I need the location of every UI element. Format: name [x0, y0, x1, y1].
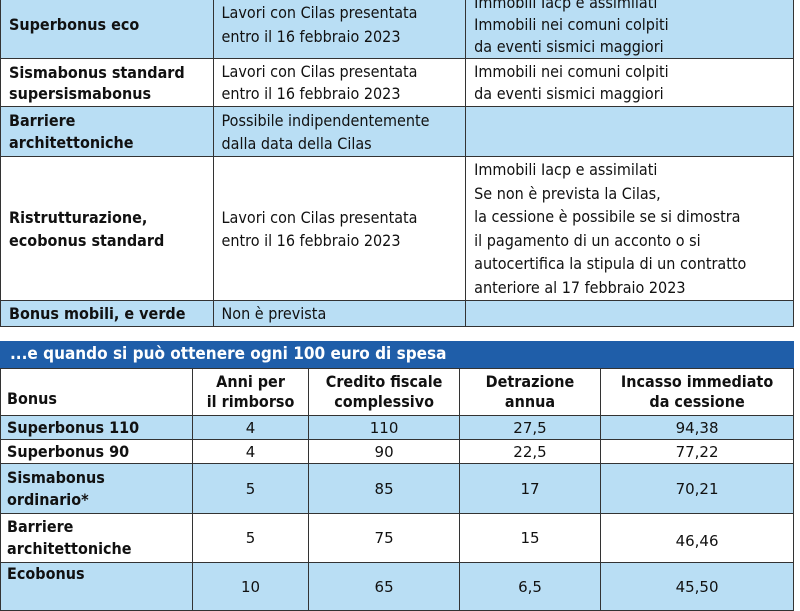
- notes-cell: [465, 300, 794, 327]
- table-row: Barriere architettoniche Possibile indip…: [0, 106, 794, 157]
- header-incasso: Incasso immediato da cessione: [600, 368, 794, 416]
- condition-cell: Possibile indipendentemente dalla data d…: [212, 106, 467, 157]
- header-bonus: Bonus: [0, 368, 193, 416]
- notes-cell: Immobili Iacp e assimilati Se non è prev…: [465, 156, 794, 301]
- bonus-name-cell: Ecobonus: [0, 562, 193, 611]
- bonus-name-cell: Sismabonus standard supersismabonus: [0, 58, 214, 107]
- incasso-cell: 46,46: [600, 513, 794, 563]
- section-title: ...e quando si può ottenere ogni 100 eur…: [0, 341, 794, 368]
- bonus-values-table: Bonus Anni per il rimborso Credito fisca…: [0, 368, 794, 611]
- credito-cell: 65: [308, 562, 460, 611]
- anni-cell: 10: [191, 562, 310, 611]
- cessione-conditions-table: Superbonus eco Lavori con Cilas presenta…: [0, 0, 794, 327]
- table-row: Sismabonus ordinario* 5 85 17 70,21: [0, 463, 794, 514]
- table-row: Barriere architettoniche 5 75 15 46,46: [0, 513, 794, 563]
- condition-cell: Lavori con Cilas presentata entro il 16 …: [212, 0, 467, 59]
- bonus-name-cell: Ristrutturazione, ecobonus standard: [0, 156, 214, 301]
- bonus-name-cell: Superbonus 110: [0, 415, 193, 440]
- header-row: Bonus Anni per il rimborso Credito fisca…: [0, 368, 794, 416]
- incasso-cell: 70,21: [600, 463, 794, 514]
- anni-cell: 4: [191, 439, 310, 464]
- detrazione-cell: 17: [458, 463, 602, 514]
- condition-cell: Lavori con Cilas presentata entro il 16 …: [212, 156, 467, 301]
- table-row: Bonus mobili, e verde Non è prevista: [0, 300, 794, 327]
- anni-cell: 5: [191, 463, 310, 514]
- credito-cell: 110: [308, 415, 460, 440]
- anni-cell: 5: [191, 513, 310, 563]
- table-row: Superbonus 90 4 90 22,5 77,22: [0, 439, 794, 464]
- credito-cell: 75: [308, 513, 460, 563]
- bonus-name-cell: Barriere architettoniche: [0, 513, 193, 563]
- table-row: Sismabonus standard supersismabonus Lavo…: [0, 58, 794, 107]
- table-row: Superbonus 110 4 110 27,5 94,38: [0, 415, 794, 440]
- header-anni: Anni per il rimborso: [191, 368, 310, 416]
- condition-cell: Lavori con Cilas presentata entro il 16 …: [212, 58, 467, 107]
- incasso-cell: 94,38: [600, 415, 794, 440]
- header-credito: Credito fiscale complessivo: [308, 368, 460, 416]
- condition-cell: Non è prevista: [212, 300, 467, 327]
- bonus-name-cell: Bonus mobili, e verde: [0, 300, 214, 327]
- table-row: Superbonus eco Lavori con Cilas presenta…: [0, 0, 794, 59]
- bonus-name-cell: Superbonus eco: [0, 0, 214, 59]
- bonus-name-cell: Barriere architettoniche: [0, 106, 214, 157]
- bonus-name-cell: Superbonus 90: [0, 439, 193, 464]
- incasso-cell: 77,22: [600, 439, 794, 464]
- notes-cell: Immobili nei comuni colpiti da eventi si…: [465, 58, 794, 107]
- credito-cell: 85: [308, 463, 460, 514]
- header-detrazione: Detrazione annua: [458, 368, 602, 416]
- detrazione-cell: 27,5: [458, 415, 602, 440]
- table-row: Ristrutturazione, ecobonus standard Lavo…: [0, 156, 794, 301]
- detrazione-cell: 15: [458, 513, 602, 563]
- credito-cell: 90: [308, 439, 460, 464]
- incasso-cell: 45,50: [600, 562, 794, 611]
- anni-cell: 4: [191, 415, 310, 440]
- table-row: Ecobonus 10 65 6,5 45,50: [0, 562, 794, 611]
- notes-cell: [465, 106, 794, 157]
- detrazione-cell: 6,5: [458, 562, 602, 611]
- bonus-name-cell: Sismabonus ordinario*: [0, 463, 193, 514]
- detrazione-cell: 22,5: [458, 439, 602, 464]
- notes-cell: Immobili Iacp e assimilati Immobili nei …: [465, 0, 794, 59]
